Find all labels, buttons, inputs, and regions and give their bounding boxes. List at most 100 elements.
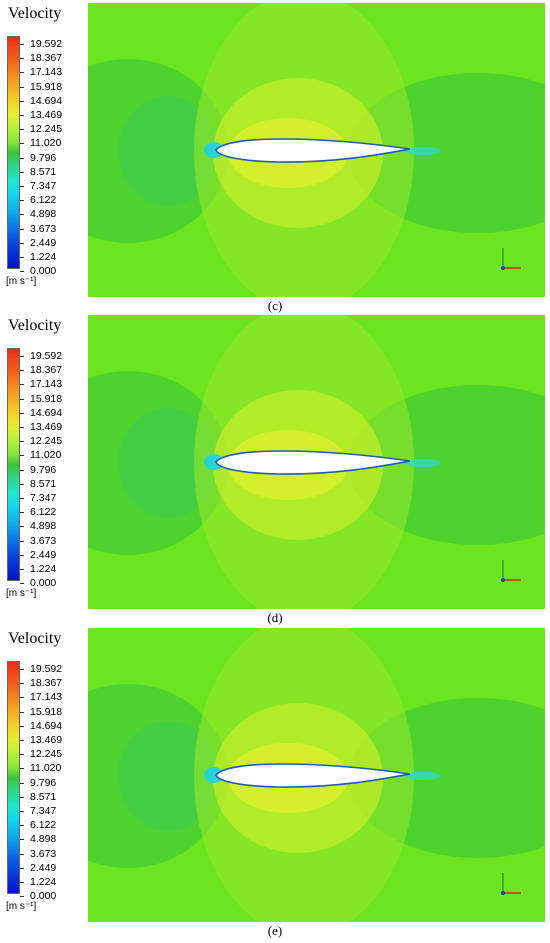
trailing-wake xyxy=(405,147,441,155)
colorbar xyxy=(7,36,20,269)
legend-tick xyxy=(20,384,24,386)
legend-tick xyxy=(20,583,24,585)
legend-tick-label: 11.020 xyxy=(30,762,62,775)
legend-tick xyxy=(20,86,24,88)
legend-tick-label: 9.796 xyxy=(30,776,57,789)
legend-tick xyxy=(20,58,24,60)
legend-title: Velocity xyxy=(8,630,62,647)
legend-tick-label: 12.245 xyxy=(30,123,63,136)
upstream-lobe xyxy=(88,59,228,243)
legend-tick-label: 15.918 xyxy=(30,392,63,405)
legend-tick-label: 0.000 xyxy=(30,890,57,903)
legend-tick-label: 1.224 xyxy=(30,876,57,888)
legend-tick xyxy=(20,455,24,457)
legend-tick-label: 9.796 xyxy=(30,151,57,164)
legend-tick xyxy=(20,711,24,713)
legend-tick xyxy=(20,483,24,485)
legend-tick-label: 17.143 xyxy=(30,66,63,79)
legend-tick xyxy=(20,412,24,414)
legend-tick xyxy=(20,498,24,499)
panel-caption: (d) xyxy=(267,610,283,625)
legend-tick-label: 8.571 xyxy=(30,165,57,178)
contour-plot xyxy=(88,315,545,609)
legend-tick xyxy=(20,186,24,187)
z-axis-marker xyxy=(501,266,505,270)
legend-tick xyxy=(20,271,24,273)
stagnation-zone xyxy=(118,408,218,518)
legend-tick-label: 15.918 xyxy=(30,705,63,718)
legend-tick xyxy=(20,825,24,827)
legend-tick-label: 14.694 xyxy=(30,406,63,419)
legend-tick-label: 7.347 xyxy=(30,492,57,504)
legend-tick-label: 6.122 xyxy=(30,194,57,207)
legend-tick-label: 18.367 xyxy=(30,364,63,377)
legend-tick-label: 3.673 xyxy=(30,847,57,860)
legend-tick-label: 19.592 xyxy=(30,350,63,362)
legend-unit: [m s⁻¹] xyxy=(6,588,37,599)
airfoil-shape xyxy=(215,138,411,163)
legend-tick xyxy=(20,683,24,685)
legend-tick-label: 8.571 xyxy=(30,790,57,803)
legend-tick-label: 9.796 xyxy=(30,463,57,476)
legend-tick-label: 12.245 xyxy=(30,435,63,448)
legend-unit: [m s⁻¹] xyxy=(6,901,37,912)
z-axis-marker xyxy=(501,578,505,582)
legend-tick xyxy=(20,72,24,74)
legend-tick-label: 13.469 xyxy=(30,109,63,121)
trailing-wake xyxy=(405,459,441,467)
legend-tick-label: 11.020 xyxy=(30,449,62,462)
legend-tick xyxy=(20,554,24,556)
contour-plot xyxy=(88,628,545,922)
upstream-lobe xyxy=(88,371,228,555)
legend-tick-label: 4.898 xyxy=(30,833,57,846)
legend-tick xyxy=(20,242,24,244)
panel-c: Velocity 19.592 18.367 17.143 15.918 14.694 1… xyxy=(0,0,550,313)
legend-tick xyxy=(20,811,24,812)
legend-tick xyxy=(20,867,24,869)
legend-tick-label: 2.449 xyxy=(30,861,57,874)
legend-tick xyxy=(20,782,24,784)
legend-tick-label: 13.469 xyxy=(30,734,63,746)
legend-tick xyxy=(20,526,24,528)
legend-tick-label: 0.000 xyxy=(30,577,57,590)
panel-e: Velocity 19.592 18.367 17.143 15.918 14.694 1… xyxy=(0,625,550,938)
legend-tick-label: 13.469 xyxy=(30,421,63,433)
legend-tick-label: 12.245 xyxy=(30,748,63,761)
legend-unit: [m s⁻¹] xyxy=(6,276,37,287)
z-axis-marker xyxy=(501,891,505,895)
legend-tick-label: 19.592 xyxy=(30,663,63,675)
velocity-contour-field xyxy=(88,3,545,297)
legend-tick-label: 1.224 xyxy=(30,251,57,263)
legend-tick-label: 7.347 xyxy=(30,805,57,817)
legend-tick xyxy=(20,157,24,159)
legend-tick xyxy=(20,171,24,173)
legend-tick-label: 14.694 xyxy=(30,94,63,107)
trailing-wake xyxy=(405,772,441,780)
velocity-contour-field xyxy=(88,315,545,609)
legend-tick xyxy=(20,427,24,428)
colorbar xyxy=(7,348,20,581)
airfoil-shape xyxy=(215,763,411,788)
legend-tick xyxy=(20,469,24,471)
legend-tick xyxy=(20,896,24,898)
legend-tick-label: 4.898 xyxy=(30,520,57,533)
legend-tick-label: 8.571 xyxy=(30,477,57,490)
legend-tick xyxy=(20,257,24,258)
color-legend: Velocity 19.592 18.367 17.143 15.918 14.694 1… xyxy=(0,625,88,925)
legend-tick-label: 6.122 xyxy=(30,506,57,519)
legend-tick xyxy=(20,754,24,756)
legend-tick xyxy=(20,129,24,131)
legend-tick-label: 11.020 xyxy=(30,137,62,150)
panel-caption: (e) xyxy=(267,923,283,938)
legend-title: Velocity xyxy=(8,5,62,22)
legend-tick-label: 14.694 xyxy=(30,719,63,732)
upstream-lobe xyxy=(88,684,228,868)
legend-tick-label: 18.367 xyxy=(30,677,63,690)
legend-tick-label: 0.000 xyxy=(30,265,57,278)
legend-tick-label: 15.918 xyxy=(30,80,63,93)
legend-tick-label: 3.673 xyxy=(30,222,57,235)
color-legend: Velocity 19.592 18.367 17.143 15.918 14.694 1… xyxy=(0,0,88,300)
legend-tick xyxy=(20,740,24,741)
legend-tick xyxy=(20,882,24,883)
contour-plot xyxy=(88,3,545,297)
